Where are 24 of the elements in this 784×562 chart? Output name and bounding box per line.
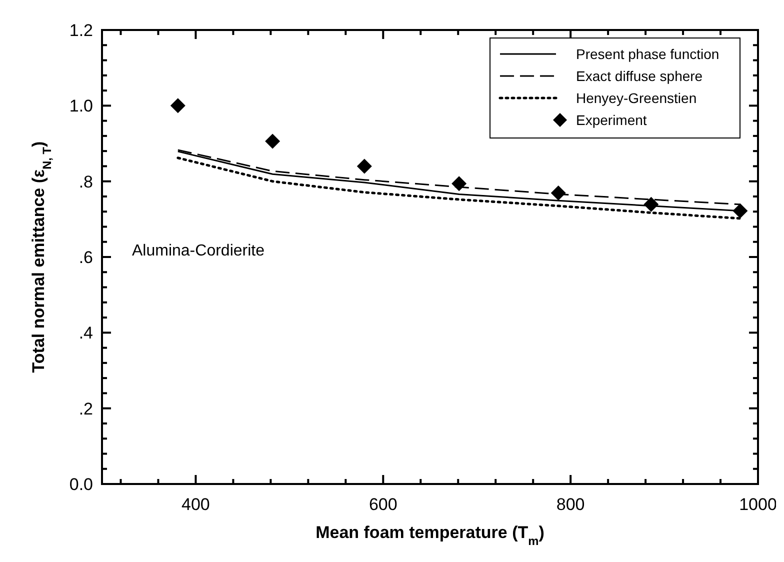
x-tick-label: 600 [368,495,398,514]
legend-label: Present phase function [576,46,720,62]
x-tick-label: 400 [182,495,210,514]
y-tick-label: .6 [78,248,93,267]
point [550,186,566,201]
y-tick-label: .4 [78,324,93,343]
point [644,196,659,212]
point [732,203,748,218]
point [265,134,280,149]
annotation: Alumina-Cordierite [132,242,265,260]
y-tick-label: 1.0 [69,96,93,116]
point [356,158,372,174]
y-tick-label: 1.2 [69,21,93,40]
x-axis-title: Mean foam temperature (T$_{m}$) [316,523,544,548]
y-tick-label: .8 [78,172,93,192]
legend-label: Henyey-Greenstien [576,90,697,106]
x-tick-label: 800 [556,495,585,514]
y-tick-label: 0.0 [69,475,93,494]
x-tick-label: 1000 [739,495,777,514]
point [170,98,186,114]
point [452,176,467,192]
legend-label: Exact diffuse sphere [576,68,703,84]
legend-label: Experiment [576,112,647,128]
y-tick-label: .2 [78,399,93,418]
